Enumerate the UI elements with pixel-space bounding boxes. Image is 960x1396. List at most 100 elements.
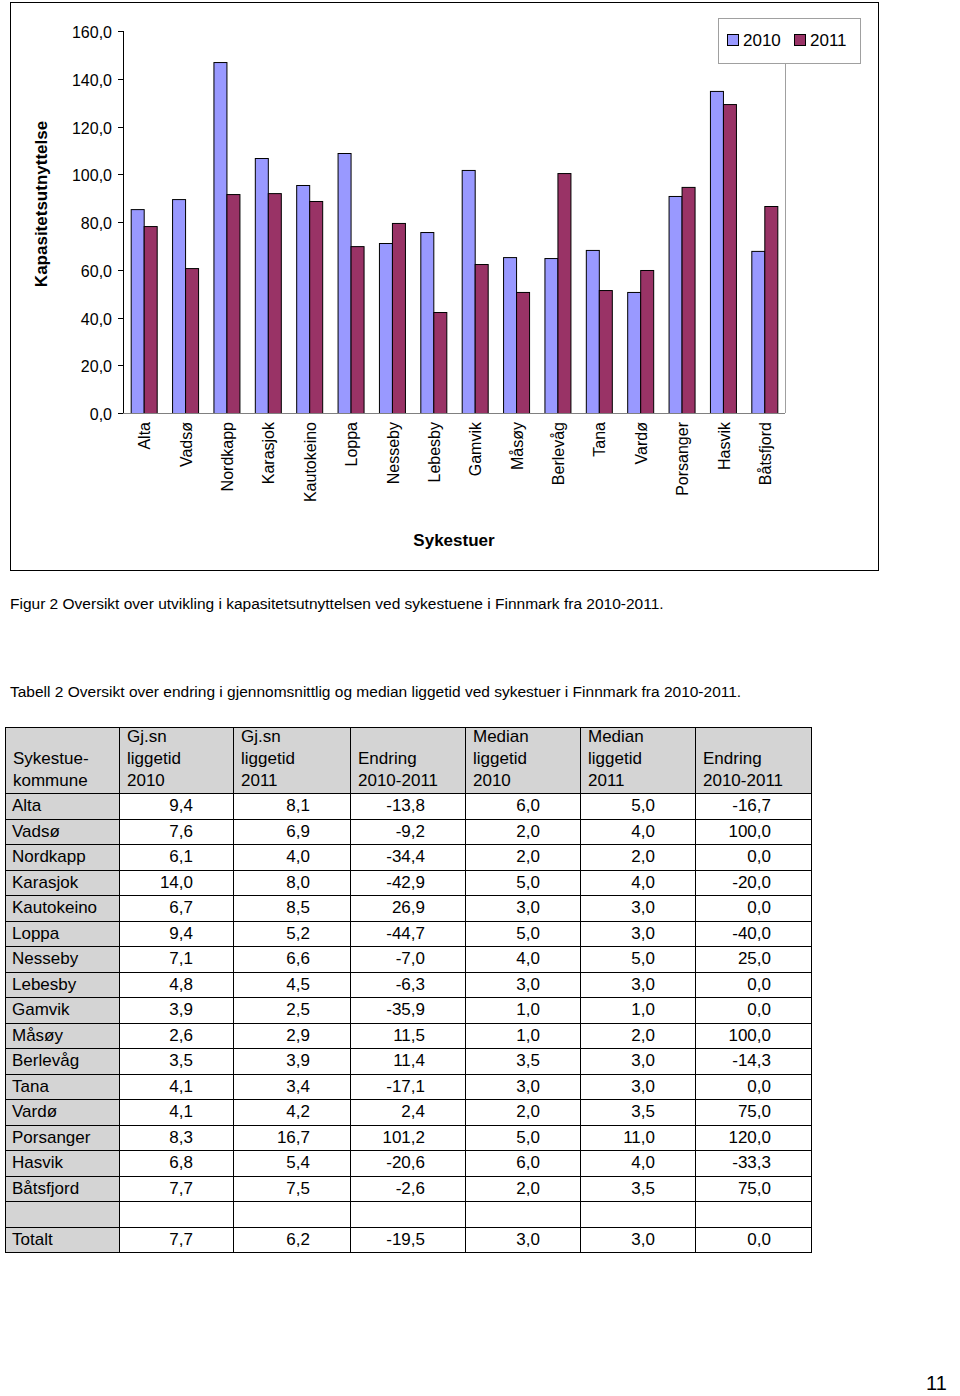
y-axis-title: Kapasitetsutnyttelse xyxy=(32,121,51,287)
header-line: kommune xyxy=(13,770,119,792)
legend-swatch xyxy=(795,35,806,46)
table-cell: -19,5 xyxy=(350,1227,466,1254)
header-line: Gj.sn xyxy=(241,727,350,748)
table-cell: 4,0 xyxy=(233,844,351,871)
header-line: Endring xyxy=(358,748,465,770)
bar xyxy=(669,196,682,413)
bar xyxy=(173,200,186,413)
table-cell: 11,5 xyxy=(350,1023,466,1050)
table-cell: -2,6 xyxy=(350,1176,466,1203)
table-spacer-cell xyxy=(233,1201,351,1228)
y-tick xyxy=(118,222,123,223)
bar xyxy=(255,159,268,413)
table-cell: 5,2 xyxy=(233,921,351,948)
table-cell: -17,1 xyxy=(350,1074,466,1101)
table-cell: 1,0 xyxy=(465,1023,581,1050)
x-tick-label: Vardø xyxy=(633,422,650,465)
table-cell: Porsanger xyxy=(5,1125,120,1152)
table-spacer-cell xyxy=(465,1201,581,1228)
table-cell: 75,0 xyxy=(695,1176,812,1203)
table-cell: 2,0 xyxy=(580,844,696,871)
x-tick-label: Vadsø xyxy=(178,422,195,467)
table-cell: Nordkapp xyxy=(5,844,120,871)
figure-caption: Figur 2 Oversikt over utvikling i kapasi… xyxy=(10,595,664,613)
y-tick-label: 80,0 xyxy=(81,215,112,232)
header-line: 2010 xyxy=(473,770,580,792)
table-cell: 5,0 xyxy=(465,1125,581,1152)
table-cell: Alta xyxy=(5,793,120,820)
table-cell: 0,0 xyxy=(695,997,812,1024)
x-tick-label: Båtsfjord xyxy=(757,422,774,485)
header-line: liggetid xyxy=(588,748,695,770)
bar xyxy=(682,187,695,413)
table-cell: 2,5 xyxy=(233,997,351,1024)
table-cell: 3,0 xyxy=(465,1227,581,1254)
bar xyxy=(765,207,778,413)
bar xyxy=(379,244,392,413)
table-cell: 6,8 xyxy=(119,1150,234,1177)
table-cell: 2,9 xyxy=(233,1023,351,1050)
table-cell: Lebesby xyxy=(5,972,120,999)
table-cell: 100,0 xyxy=(695,1023,812,1050)
table-cell: 26,9 xyxy=(350,895,466,922)
table-cell: 2,6 xyxy=(119,1023,234,1050)
x-tick-label: Alta xyxy=(136,422,153,450)
page-number: 11 xyxy=(926,1372,947,1395)
table-header-cell: Gj.snliggetid2010 xyxy=(119,727,234,794)
table-cell: Berlevåg xyxy=(5,1048,120,1075)
bar xyxy=(558,174,571,413)
table-cell: -7,0 xyxy=(350,946,466,973)
table-cell: 7,5 xyxy=(233,1176,351,1203)
table-spacer-cell xyxy=(350,1201,466,1228)
bar xyxy=(545,259,558,413)
bar xyxy=(434,313,447,413)
table-cell: 3,5 xyxy=(119,1048,234,1075)
table-cell: 0,0 xyxy=(695,1227,812,1254)
table-cell: 8,3 xyxy=(119,1125,234,1152)
table-cell: 4,0 xyxy=(465,946,581,973)
table-cell: 6,0 xyxy=(465,1150,581,1177)
table-cell: 4,5 xyxy=(233,972,351,999)
table-header-cell: Endring2010-2011 xyxy=(350,727,466,794)
table-cell: 3,0 xyxy=(580,1074,696,1101)
table-cell: 3,5 xyxy=(580,1099,696,1126)
table-cell: 3,0 xyxy=(465,1074,581,1101)
bar xyxy=(586,250,599,413)
table-cell: 11,0 xyxy=(580,1125,696,1152)
x-tick-label: Berlevåg xyxy=(550,422,567,485)
table-caption: Tabell 2 Oversikt over endring i gjennom… xyxy=(10,683,741,701)
bar xyxy=(186,269,199,413)
chart-frame xyxy=(11,3,879,571)
y-tick xyxy=(118,79,123,80)
bar xyxy=(462,170,475,413)
plot-border xyxy=(785,31,786,413)
table-cell: -13,8 xyxy=(350,793,466,820)
table-cell: 6,1 xyxy=(119,844,234,871)
table-cell: 5,0 xyxy=(465,870,581,897)
header-line: liggetid xyxy=(473,748,580,770)
table-cell: -14,3 xyxy=(695,1048,812,1075)
table-cell: 3,5 xyxy=(580,1176,696,1203)
legend-box xyxy=(719,19,861,64)
table-cell: Gamvik xyxy=(5,997,120,1024)
table-cell: Båtsfjord xyxy=(5,1176,120,1203)
table-cell: Tana xyxy=(5,1074,120,1101)
y-tick xyxy=(118,127,123,128)
table-cell: 9,4 xyxy=(119,793,234,820)
table-cell: 100,0 xyxy=(695,819,812,846)
header-line: Sykestue- xyxy=(13,748,119,770)
header-line: 2011 xyxy=(241,770,350,792)
table-cell: Vadsø xyxy=(5,819,120,846)
legend-label: 2011 xyxy=(810,31,847,50)
table-cell: 3,0 xyxy=(465,895,581,922)
x-tick-label: Nesseby xyxy=(385,422,402,484)
table-header-cell: Medianliggetid2010 xyxy=(465,727,581,794)
table-cell: 2,0 xyxy=(465,1176,581,1203)
x-tick-label: Loppa xyxy=(343,422,360,467)
table-cell: Vardø xyxy=(5,1099,120,1126)
table-cell: 5,4 xyxy=(233,1150,351,1177)
table-cell: 7,7 xyxy=(119,1227,234,1254)
table-cell: 0,0 xyxy=(695,895,812,922)
table-cell: -33,3 xyxy=(695,1150,812,1177)
table-cell: 7,6 xyxy=(119,819,234,846)
